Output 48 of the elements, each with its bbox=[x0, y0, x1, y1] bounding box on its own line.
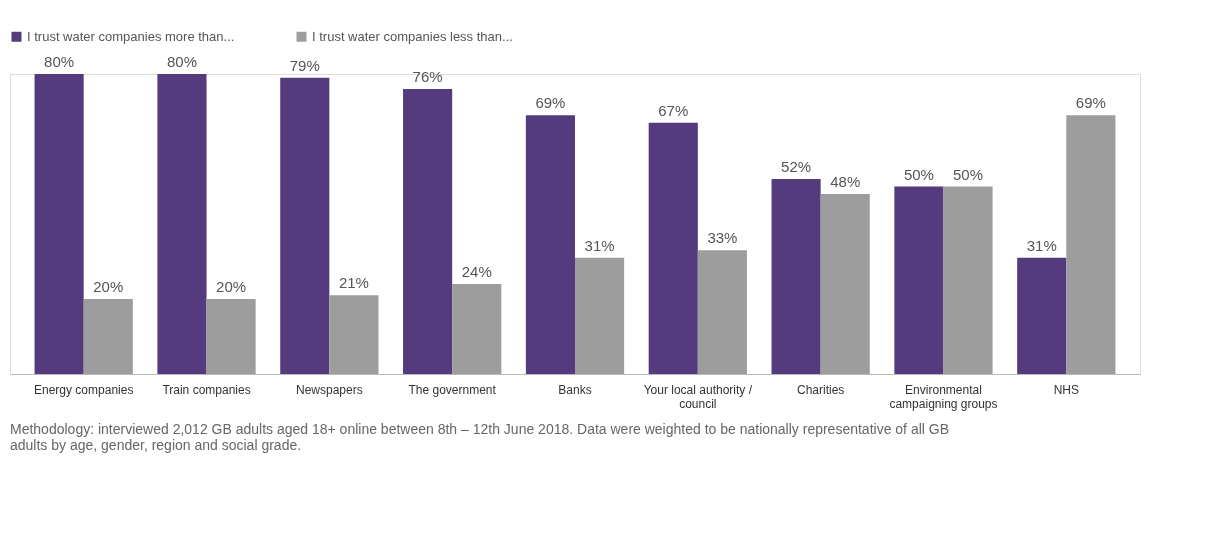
bar bbox=[820, 194, 870, 374]
bar bbox=[1066, 115, 1116, 374]
text: Methodology: interviewed 2,012 GB adults aged 18+ online between 8th – 12th June 2018. Data were weighted to be nationally representative of all GB adults by age, gender, region and social grade. bbox=[10, 421, 950, 453]
data-label: 69% bbox=[535, 94, 566, 112]
x-tick-label: Train companies bbox=[162, 382, 251, 397]
bar bbox=[894, 186, 944, 374]
data-label: 80% bbox=[44, 53, 75, 70]
legend-label: I trust water companies less than... bbox=[312, 28, 513, 44]
data-label: 31% bbox=[1026, 236, 1057, 254]
bar bbox=[34, 74, 84, 374]
x-tick-label: Charities bbox=[796, 382, 845, 397]
legend-label: I trust water companies more than... bbox=[27, 28, 235, 44]
x-tick-label: Environmental campaigning groups bbox=[889, 382, 998, 411]
bar bbox=[771, 179, 821, 374]
x-tick-label: Energy companies bbox=[34, 382, 134, 397]
bar bbox=[943, 186, 993, 374]
bar bbox=[525, 115, 575, 374]
bar bbox=[1017, 257, 1067, 374]
x-tick-label: Newspapers bbox=[296, 382, 363, 397]
x-tick-label: The government bbox=[408, 382, 497, 397]
bar bbox=[157, 74, 207, 374]
data-label: 50% bbox=[903, 165, 934, 183]
data-label: 21% bbox=[338, 274, 369, 292]
data-label: 80% bbox=[166, 53, 197, 70]
data-label: 24% bbox=[461, 263, 492, 280]
x-tick-label: Banks bbox=[558, 382, 592, 397]
data-label: 79% bbox=[289, 56, 320, 74]
data-label: 52% bbox=[781, 158, 812, 175]
data-label: 67% bbox=[658, 101, 689, 119]
data-label: 33% bbox=[707, 229, 738, 247]
data-label: 20% bbox=[216, 278, 247, 295]
bar bbox=[83, 299, 133, 374]
data-label: 76% bbox=[412, 68, 443, 85]
bar bbox=[280, 77, 330, 374]
bar bbox=[648, 122, 698, 374]
bar bbox=[206, 299, 256, 374]
x-tick-label: NHS bbox=[1053, 382, 1079, 397]
data-label: 48% bbox=[830, 173, 861, 190]
data-label: 69% bbox=[1075, 94, 1106, 112]
bar bbox=[452, 284, 502, 374]
bar bbox=[329, 295, 379, 374]
data-label: 50% bbox=[953, 165, 984, 183]
bar bbox=[697, 250, 747, 374]
data-label: 20% bbox=[93, 278, 124, 295]
bar bbox=[575, 257, 625, 374]
bar bbox=[403, 89, 453, 374]
data-label: 31% bbox=[584, 236, 615, 254]
x-tick-label: Your local authority / council bbox=[643, 382, 753, 411]
